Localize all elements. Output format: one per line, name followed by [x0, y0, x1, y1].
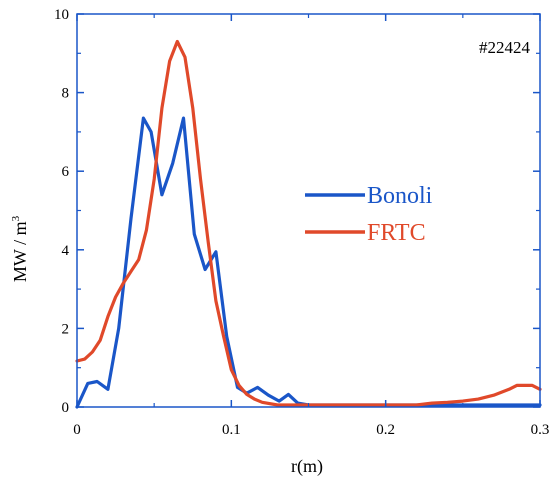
y-tick-label: 8: [62, 86, 70, 102]
legend-label-bonoli: Bonoli: [367, 183, 433, 209]
y-axis-label-superscript: 3: [10, 215, 22, 221]
y-tick-label: 6: [62, 164, 70, 180]
series-line-frtc: [75, 39, 542, 407]
y-tick-label: 2: [62, 321, 70, 337]
y-axis-label-main: MW / m: [10, 221, 30, 282]
x-axis-label: r(m): [291, 456, 323, 477]
y-tick-label: 0: [62, 400, 70, 416]
y-axis-label: MW / m3: [10, 215, 30, 282]
x-tick-label: 0.3: [531, 422, 550, 438]
legend: Bonoli FRTC: [305, 183, 433, 246]
legend-label-frtc: FRTC: [367, 220, 426, 246]
x-tick-label: 0.2: [376, 422, 395, 438]
y-tick-label: 10: [54, 7, 69, 23]
x-tick-label: 0.1: [222, 422, 241, 438]
y-tick-label: 4: [62, 243, 70, 259]
plot-frame: [76, 13, 541, 408]
plot-lines: [75, 39, 542, 409]
axis-ticks: 0 2 4 6 8 10 0 0.1 0.2 0.3: [54, 7, 549, 438]
series-line-bonoli: [75, 116, 542, 409]
x-tick-label: 0: [73, 422, 81, 438]
shot-number-annotation: #22424: [479, 38, 531, 57]
